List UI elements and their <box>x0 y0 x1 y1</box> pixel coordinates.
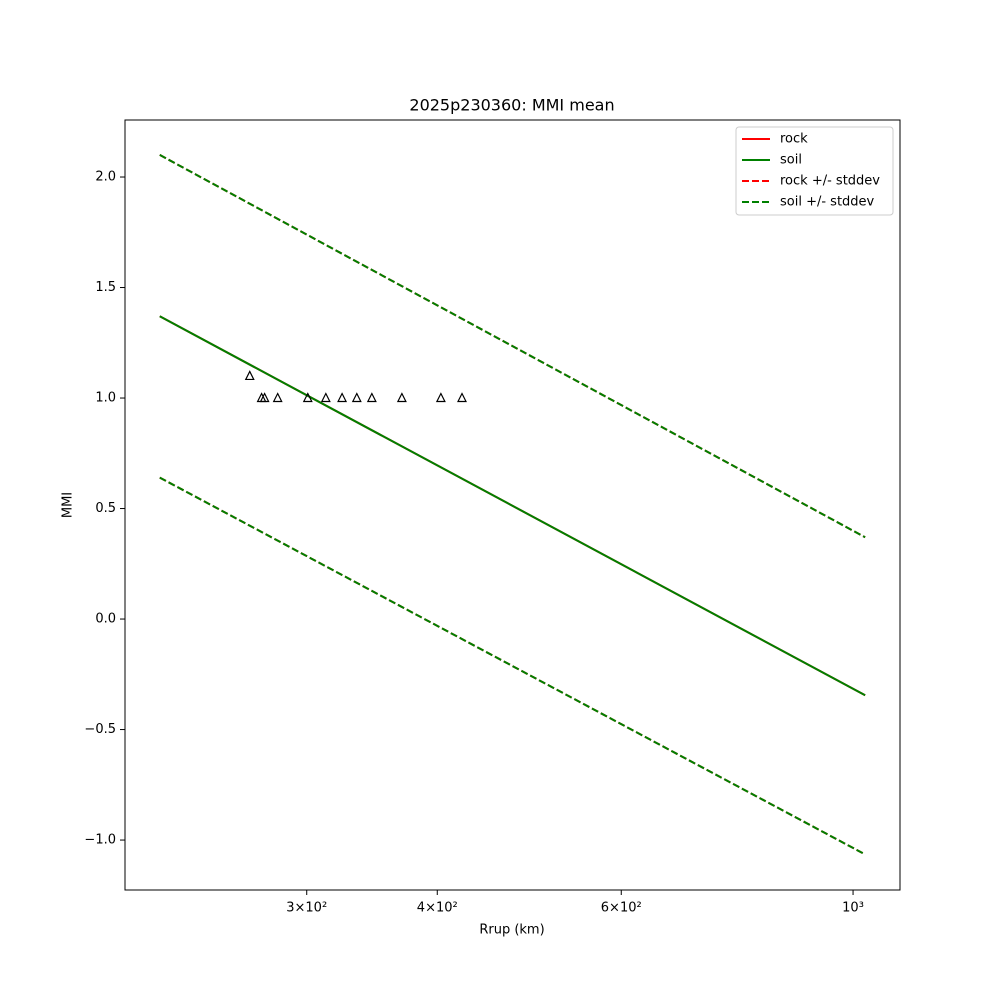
observation-marker <box>259 392 270 403</box>
legend-label: rock <box>780 132 808 147</box>
observation-marker <box>244 370 255 381</box>
observation-marker <box>337 392 348 403</box>
x-tick-label: 3×10² <box>286 901 327 916</box>
chart-title: 2025p230360: MMI mean <box>409 96 614 115</box>
observation-marker <box>320 392 331 403</box>
observation-marker <box>435 392 446 403</box>
legend-label: soil <box>780 153 802 168</box>
x-tick-label: 6×10² <box>601 901 642 916</box>
y-tick-label: 0.0 <box>95 612 116 627</box>
x-axis-label: Rrup (km) <box>479 923 544 938</box>
observation-marker <box>302 392 313 403</box>
x-tick-label: 10³ <box>842 901 864 916</box>
y-axis-label: MMI <box>61 492 76 518</box>
legend-label: soil +/- stddev <box>780 195 875 210</box>
x-tick-label: 4×10² <box>417 901 458 916</box>
y-tick-label: −1.0 <box>84 833 116 848</box>
series-line <box>159 476 866 856</box>
observation-marker <box>272 392 283 403</box>
legend-label: rock +/- stddev <box>780 174 880 189</box>
y-tick-label: 1.5 <box>95 280 116 295</box>
axes-frame <box>124 119 901 891</box>
y-tick-label: 0.5 <box>95 501 116 516</box>
series-line <box>159 315 866 697</box>
y-tick-label: −0.5 <box>84 722 116 737</box>
observation-marker <box>396 392 407 403</box>
y-tick-label: 2.0 <box>95 170 116 185</box>
legend-box <box>735 126 894 216</box>
observation-marker <box>457 392 467 403</box>
observation-marker <box>351 392 362 403</box>
y-tick-label: 1.0 <box>95 391 116 406</box>
series-line <box>159 154 866 539</box>
observation-marker <box>366 392 377 403</box>
